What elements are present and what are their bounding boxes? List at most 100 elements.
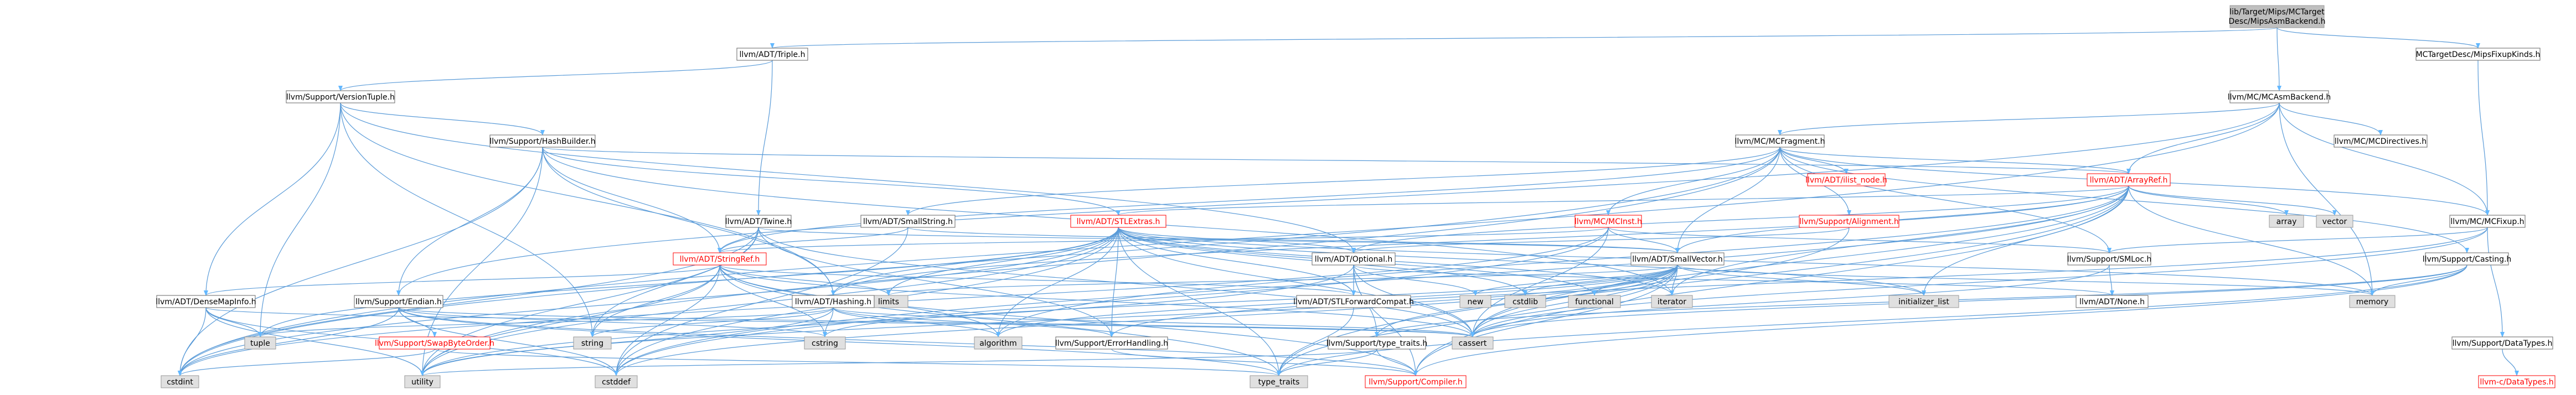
node-cstddef[interactable]: cstddef	[595, 375, 638, 388]
node-stringref[interactable]: llvm/ADT/StringRef.h	[673, 252, 767, 266]
node-box	[2451, 336, 2553, 350]
node-compiler[interactable]: llvm/Support/Compiler.h	[1365, 375, 1467, 388]
node-label: llvm/Support/Compiler.h	[1369, 378, 1463, 387]
node-box	[2478, 375, 2556, 388]
node-optional[interactable]: llvm/ADT/Optional.h	[1312, 252, 1396, 266]
node-box	[1799, 215, 1899, 228]
node-vector[interactable]: vector	[2316, 215, 2353, 228]
node-box	[2076, 295, 2149, 308]
node-smallstring[interactable]: llvm/ADT/SmallString.h	[860, 215, 956, 228]
node-label: llvm/ADT/Hashing.h	[795, 298, 871, 306]
node-box	[1328, 336, 1426, 350]
edge-smallvector-to-functional	[1592, 264, 1678, 296]
node-swapbyte[interactable]: llvm/Support/SwapByteOrder.h	[375, 336, 494, 350]
node-array[interactable]: array	[2269, 215, 2304, 228]
node-hashing[interactable]: llvm/ADT/Hashing.h	[792, 295, 875, 308]
nodes-layer: lib/Target/Mips/MCTargetDesc/MipsAsmBack…	[156, 5, 2556, 388]
edge-mcinst-to-cassert	[1470, 227, 1609, 337]
node-twine[interactable]: llvm/ADT/Twine.h	[725, 215, 792, 228]
node-stlextras[interactable]: llvm/ADT/STLExtras.h	[1070, 215, 1166, 228]
node-box	[2067, 252, 2151, 266]
edge-typetraitsh-to-utility	[420, 349, 1377, 376]
edge-twine-to-smallvector	[758, 227, 1680, 253]
node-arrayref[interactable]: llvm/ADT/ArrayRef.h	[2087, 173, 2171, 186]
node-typetraits[interactable]: type_traits	[1250, 375, 1308, 388]
node-smloc[interactable]: llvm/Support/SMLoc.h	[2067, 252, 2152, 266]
node-label: utility	[411, 378, 433, 387]
edge-smallvector-to-compiler	[1413, 264, 1678, 376]
edge-hashing-to-cstring	[823, 307, 834, 337]
node-box	[354, 295, 443, 308]
node-errorhandling[interactable]: llvm/Support/ErrorHandling.h	[1055, 336, 1168, 350]
node-box	[379, 336, 491, 350]
edge-stringref-to-limits	[719, 264, 891, 296]
node-label: string	[581, 339, 603, 348]
node-smallvector[interactable]: llvm/ADT/SmallVector.h	[1630, 252, 1725, 266]
node-label: llvm/Support/type_traits.h	[1326, 339, 1428, 348]
node-casting[interactable]: llvm/Support/Casting.h	[2423, 252, 2512, 266]
node-asmbackend[interactable]: llvm/MC/MCAsmBackend.h	[2228, 90, 2331, 103]
node-mcfragment[interactable]: llvm/MC/MCFragment.h	[1734, 134, 1825, 148]
node-triple[interactable]: llvm/ADT/Triple.h	[736, 48, 808, 61]
edge-smallvector-to-iterator	[1670, 264, 1678, 296]
edge-mcfixup-to-errorhandling	[1109, 227, 2488, 337]
node-cstdlib[interactable]: cstdlib	[1504, 295, 1546, 308]
node-label: llvm/Support/SMLoc.h	[2067, 255, 2152, 264]
node-functional[interactable]: functional	[1568, 295, 1621, 308]
node-algorithm[interactable]: algorithm	[974, 336, 1023, 350]
node-hashbuilder[interactable]: llvm/Support/HashBuilder.h	[489, 134, 596, 148]
edge-arrayref-to-array	[2128, 185, 2289, 216]
node-root[interactable]: lib/Target/Mips/MCTargetDesc/MipsAsmBack…	[2229, 5, 2326, 28]
node-limits[interactable]: limits	[869, 295, 908, 308]
edge-arrayref-to-vector	[2128, 185, 2337, 216]
node-ilistnode[interactable]: llvm/ADT/ilist_node.h	[1805, 173, 1887, 186]
node-new[interactable]: new	[1459, 295, 1491, 308]
node-cdatatypes[interactable]: llvm-c/DataTypes.h	[2478, 375, 2556, 388]
node-string[interactable]: string	[573, 336, 612, 350]
node-fixupkinds[interactable]: MCTargetDesc/MipsFixupKinds.h	[2415, 48, 2541, 61]
node-label: cstddef	[602, 378, 631, 387]
node-typetraitsh[interactable]: llvm/Support/type_traits.h	[1326, 336, 1428, 350]
edge-stlextras-to-cstdint	[178, 227, 1119, 376]
node-none[interactable]: llvm/ADT/None.h	[2076, 295, 2149, 308]
node-box	[725, 215, 792, 228]
node-label: limits	[878, 298, 899, 306]
node-memory[interactable]: memory	[2349, 295, 2396, 308]
node-label: llvm/MC/MCAsmBackend.h	[2228, 93, 2331, 102]
node-box	[2229, 5, 2325, 28]
node-label: lib/Target/Mips/MCTarget	[2229, 8, 2325, 17]
edge-hashbuilder-to-arrayref	[542, 147, 2130, 174]
node-initlist[interactable]: initializer_list	[1888, 295, 1959, 308]
node-mcfixup[interactable]: llvm/MC/MCFixup.h	[2449, 215, 2526, 228]
edge-typetraitsh-to-typetraits	[1277, 349, 1377, 376]
node-tuple[interactable]: tuple	[244, 336, 276, 350]
node-label: llvm/Support/VersionTuple.h	[286, 93, 395, 102]
node-label: llvm/Support/HashBuilder.h	[489, 137, 595, 146]
node-stlfwd[interactable]: llvm/ADT/STLForwardCompat.h	[1293, 295, 1414, 308]
edge-errorhandling-to-compiler	[1111, 349, 1418, 376]
node-label: llvm/ADT/STLExtras.h	[1077, 217, 1160, 226]
node-cstring[interactable]: cstring	[804, 336, 846, 350]
edge-arrayref-to-initlist	[1922, 185, 2129, 296]
node-alignment[interactable]: llvm/Support/Alignment.h	[1799, 215, 1899, 228]
node-label: llvm/ADT/Triple.h	[740, 50, 806, 59]
edge-alignment-to-optional	[1351, 227, 1850, 253]
edge-stlextras-to-utility	[420, 227, 1119, 376]
node-endian[interactable]: llvm/Support/Endian.h	[354, 295, 443, 308]
node-densemapinfo[interactable]: llvm/ADT/DenseMapInfo.h	[156, 295, 256, 308]
edge-endian-to-compiler	[398, 307, 1418, 376]
edge-stringref-to-typetraits	[719, 264, 1281, 376]
node-label: cassert	[1459, 339, 1487, 348]
node-cstdint[interactable]: cstdint	[161, 375, 199, 388]
node-mcinst[interactable]: llvm/MC/MCInst.h	[1574, 215, 1642, 228]
node-utility[interactable]: utility	[404, 375, 441, 388]
node-label: llvm/ADT/SmallString.h	[863, 217, 953, 226]
node-mcdirectives[interactable]: llvm/MC/MCDirectives.h	[2334, 134, 2428, 148]
edge-arrayref-to-iterator	[1670, 185, 2129, 296]
node-vtuple[interactable]: llvm/Support/VersionTuple.h	[286, 90, 395, 103]
edge-smallvector-to-cstddef	[614, 264, 1678, 376]
node-datatypes[interactable]: llvm/Support/DataTypes.h	[2451, 336, 2553, 350]
node-cassert[interactable]: cassert	[1452, 336, 1494, 350]
node-iterator[interactable]: iterator	[1651, 295, 1693, 308]
edge-mcfragment-to-utility	[420, 147, 1780, 376]
